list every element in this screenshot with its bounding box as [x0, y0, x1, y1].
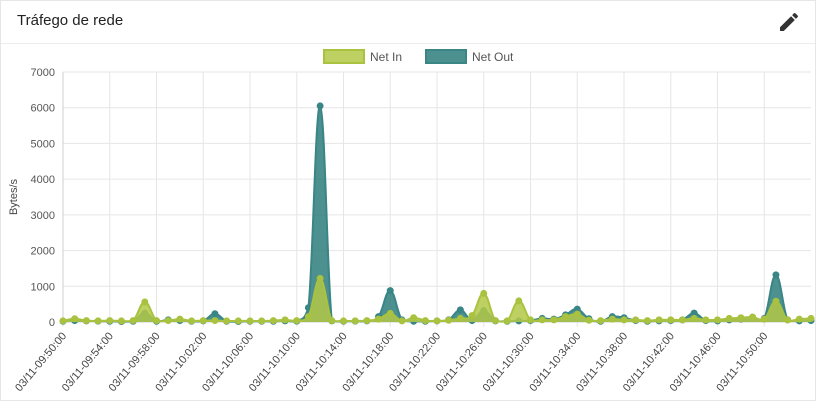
data-point	[304, 313, 312, 321]
data-point	[340, 317, 347, 325]
data-point	[562, 313, 570, 321]
data-point	[281, 316, 289, 324]
data-point	[795, 315, 803, 323]
data-point	[456, 314, 464, 322]
data-point	[632, 316, 640, 324]
data-point	[59, 317, 67, 325]
data-point	[690, 314, 698, 322]
data-point	[737, 314, 745, 322]
y-tick-label: 1000	[31, 281, 55, 293]
grid	[62, 71, 811, 327]
y-tick-label: 0	[49, 317, 55, 329]
y-tick-label: 4000	[31, 174, 55, 186]
data-point	[316, 102, 324, 110]
card-header: Tráfego de rede	[1, 1, 815, 44]
data-point	[258, 317, 266, 325]
data-point	[386, 287, 394, 295]
data-point	[188, 317, 196, 325]
data-point	[176, 315, 184, 323]
data-point	[527, 316, 534, 324]
data-point	[573, 310, 581, 318]
data-point	[643, 317, 651, 325]
y-tick-label: 2000	[31, 246, 55, 258]
traffic-chart: 0100020003000400050006000700003/11-09:50…	[8, 49, 815, 394]
y-tick-label: 5000	[31, 138, 55, 150]
data-point	[246, 317, 254, 325]
y-tick-label: 3000	[31, 210, 55, 222]
series-net-in	[59, 274, 815, 325]
data-point	[491, 317, 499, 325]
data-point	[749, 313, 757, 321]
data-point	[106, 317, 114, 325]
data-point	[269, 317, 277, 325]
legend-swatch	[323, 49, 365, 64]
x-tick-label: 03/11-10:50:00	[714, 330, 770, 394]
series-area-net-in	[63, 278, 811, 322]
data-point	[445, 316, 453, 324]
data-point	[655, 316, 663, 324]
data-point	[784, 316, 792, 324]
y-axis-label: Bytes/s	[8, 178, 20, 215]
data-point	[550, 316, 558, 324]
data-point	[164, 317, 172, 325]
data-point	[410, 314, 418, 322]
data-point	[363, 317, 371, 325]
data-point	[223, 317, 231, 325]
data-point	[772, 271, 780, 279]
data-point	[760, 315, 768, 323]
legend-item-net-out: Net Out	[425, 49, 514, 64]
data-point	[538, 316, 546, 324]
data-point	[433, 317, 441, 325]
data-point	[807, 314, 815, 322]
data-point	[375, 315, 383, 323]
legend-label: Net Out	[472, 50, 514, 64]
data-point	[597, 317, 605, 325]
data-point	[714, 316, 721, 324]
data-point	[772, 297, 780, 305]
y-tick-label: 7000	[31, 67, 55, 79]
pencil-icon[interactable]	[777, 10, 801, 34]
legend-swatch	[425, 49, 467, 64]
data-point	[620, 316, 628, 324]
data-point	[386, 309, 394, 317]
data-point	[667, 316, 675, 324]
card-title: Tráfego de rede	[17, 12, 124, 29]
data-point	[678, 316, 686, 324]
data-point	[82, 317, 90, 325]
data-point	[421, 317, 429, 325]
data-point	[141, 298, 149, 306]
data-point	[316, 274, 324, 282]
data-point	[328, 317, 336, 325]
data-point	[129, 317, 137, 325]
data-point	[608, 315, 616, 323]
data-point	[503, 317, 511, 325]
y-tick-label: 6000	[31, 103, 55, 115]
data-point	[94, 317, 102, 325]
data-point	[398, 317, 406, 325]
data-point	[351, 317, 359, 325]
legend-item-net-in: Net In	[323, 49, 402, 64]
data-point	[480, 289, 488, 297]
data-point	[585, 316, 593, 324]
data-point	[153, 317, 160, 325]
data-point	[456, 306, 464, 314]
data-point	[702, 316, 710, 324]
data-point	[71, 315, 79, 323]
data-point	[199, 317, 207, 325]
data-point	[515, 297, 523, 305]
data-point	[234, 317, 242, 325]
data-point	[725, 314, 733, 322]
legend-label: Net In	[370, 50, 402, 64]
data-point	[117, 317, 125, 325]
data-point	[293, 317, 301, 325]
data-point	[468, 312, 476, 320]
data-point	[211, 310, 219, 318]
data-point	[211, 317, 219, 325]
